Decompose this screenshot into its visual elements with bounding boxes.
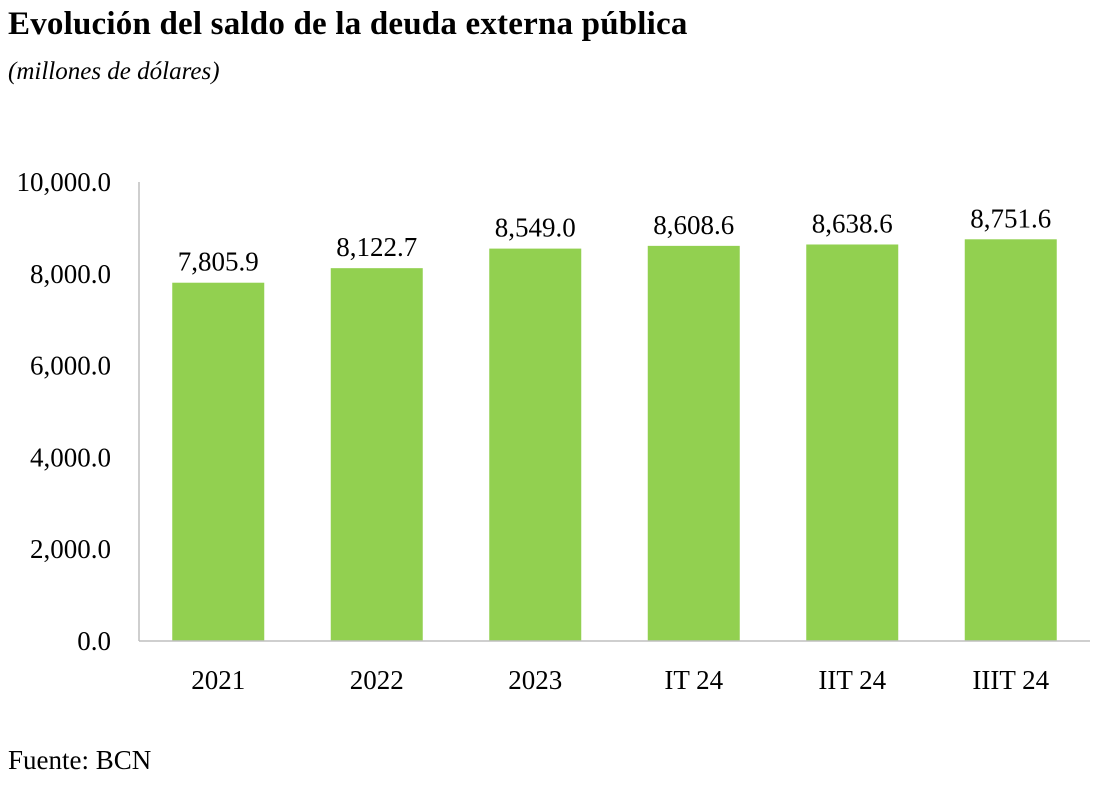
chart-subtitle: (millones de dólares) xyxy=(8,58,220,85)
x-tick-label: 2022 xyxy=(350,665,404,695)
data-label: 8,638.6 xyxy=(812,208,893,238)
y-tick-label: 2,000.0 xyxy=(30,534,111,564)
y-axis-ticks: 0.0 2,000.0 4,000.0 6,000.0 8,000.0 10,000.0 xyxy=(17,167,112,656)
x-tick-label: 2023 xyxy=(508,665,562,695)
bar xyxy=(647,245,740,641)
axes-group xyxy=(138,182,1090,642)
source-note: Fuente: BCN xyxy=(8,745,152,775)
y-tick-label: 6,000.0 xyxy=(30,351,111,381)
y-tick-label: 8,000.0 xyxy=(30,259,111,289)
data-label: 8,549.0 xyxy=(495,213,576,243)
bar xyxy=(806,244,899,641)
bar xyxy=(964,239,1057,641)
x-tick-label: 2021 xyxy=(191,665,245,695)
data-label: 8,751.6 xyxy=(970,203,1051,233)
x-tick-label: IIIT 24 xyxy=(972,665,1049,695)
bar-chart: 0.02,000.04,000.06,000.08,000.010,000.0 … xyxy=(17,167,1090,695)
chart-title: Evolución del saldo de la deuda externa … xyxy=(8,6,688,42)
data-label: 8,122.7 xyxy=(336,232,417,262)
y-tick-label: 4,000.0 xyxy=(30,442,111,472)
data-labels-group: 7,805.9 8,122.7 8,549.0 8,608.6 8,638.6 8,751… xyxy=(178,203,1052,276)
y-tick-label: 0.0 xyxy=(77,626,111,656)
x-axis-labels: 2021 2022 2023 IT 24 IIT 24 IIIT 24 xyxy=(191,665,1049,695)
bars-group xyxy=(172,239,1057,642)
bar xyxy=(489,248,582,642)
bar xyxy=(330,268,423,641)
bar xyxy=(172,282,265,641)
x-tick-label: IIT 24 xyxy=(818,665,886,695)
x-tick-label: IT 24 xyxy=(664,665,723,695)
y-tick-label: 10,000.0 xyxy=(17,167,112,197)
data-label: 8,608.6 xyxy=(653,210,734,240)
data-label: 7,805.9 xyxy=(178,247,259,277)
